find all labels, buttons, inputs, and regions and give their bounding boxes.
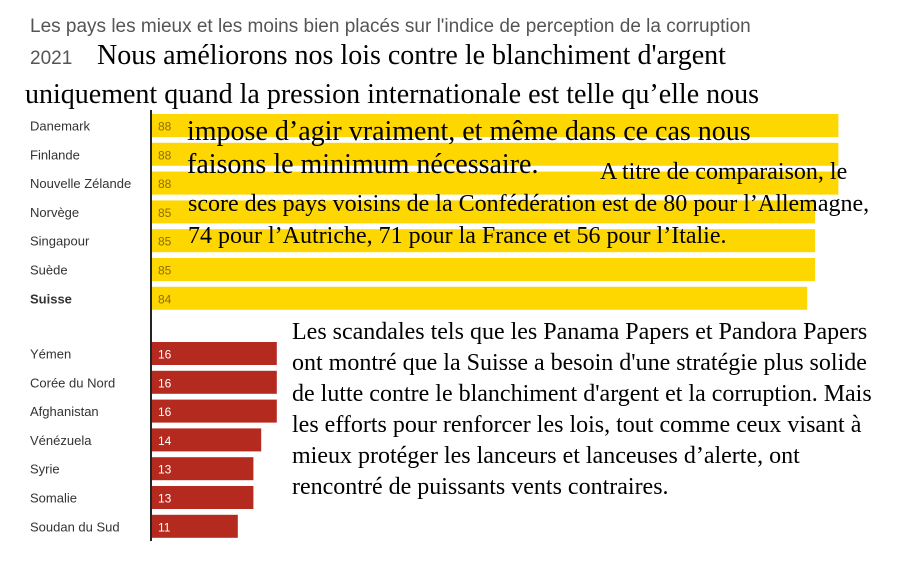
- data-label: 84: [158, 292, 172, 306]
- bar-cor-e-du-nord: [152, 370, 277, 394]
- data-label: 14: [158, 434, 172, 448]
- bar-soudan-du-sud: [152, 514, 238, 538]
- data-label: 13: [158, 463, 172, 477]
- bar-su-de: [152, 258, 815, 281]
- category-label: Vénézuela: [30, 433, 92, 448]
- bar-singapour: [152, 229, 815, 253]
- data-label: 16: [158, 348, 172, 362]
- chart-subtitle: 2021: [30, 48, 73, 69]
- category-label: Syrie: [30, 462, 60, 477]
- category-label: Somalie: [30, 491, 77, 506]
- category-label: Yémen: [30, 347, 71, 362]
- bar-danemark: [152, 114, 839, 137]
- category-label: Finlande: [30, 147, 80, 162]
- category-label: Corée du Nord: [30, 375, 115, 390]
- category-label: Suède: [30, 263, 68, 278]
- chart-title: Les pays les mieux et les moins bien pla…: [30, 16, 751, 37]
- overlay-quote-line-3: impose d’agir vraiment, et même dans ce …: [187, 116, 751, 147]
- category-label: Norvège: [30, 205, 79, 220]
- data-label: 88: [158, 120, 172, 134]
- data-label: 85: [158, 235, 172, 249]
- bar-afghanistan: [152, 399, 277, 423]
- overlay-quote-line-1: Nous améliorons nos lois contre le blanc…: [97, 40, 726, 71]
- bar-suisse: [152, 286, 808, 310]
- overlay-scandals-text: Les scandales tels que les Panama Papers…: [292, 319, 872, 500]
- data-label: 16: [158, 405, 172, 419]
- bar-somalie: [152, 486, 254, 509]
- data-label: 11: [158, 520, 171, 534]
- overlay-quote-line-2: uniquement quand la pression internation…: [25, 79, 760, 110]
- data-label: 85: [158, 206, 172, 220]
- bar-y-men: [152, 342, 277, 365]
- overlay-comparison-text: A titre de comparaison, le score des pay…: [188, 159, 870, 249]
- data-label: 88: [158, 177, 172, 191]
- bar-finlande: [152, 142, 839, 166]
- category-label: Afghanistan: [30, 404, 99, 419]
- category-label: Danemark: [30, 119, 90, 134]
- data-label: 16: [158, 376, 172, 390]
- category-label: Nouvelle Zélande: [30, 176, 131, 191]
- bar-syrie: [152, 457, 254, 481]
- bar-norv-ge: [152, 200, 815, 224]
- data-label: 13: [158, 492, 172, 506]
- category-label: Soudan du Sud: [30, 519, 120, 534]
- category-label: Suisse: [30, 291, 72, 306]
- bar-v-n-zuela: [152, 428, 262, 452]
- data-label: 85: [158, 264, 172, 278]
- data-label: 88: [158, 148, 172, 162]
- overlay-quote-line-4: faisons le minimum nécessaire.: [187, 149, 539, 180]
- category-label: Singapour: [30, 234, 90, 249]
- bar-nouvelle-z-lande: [152, 171, 839, 195]
